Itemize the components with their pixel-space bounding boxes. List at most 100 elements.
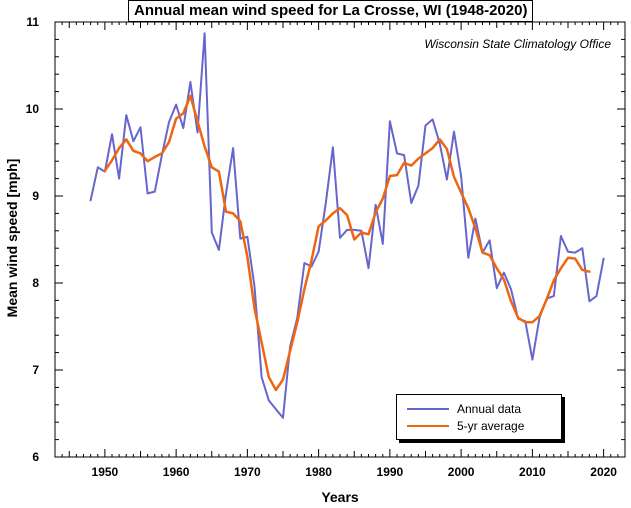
- y-tick-label: 7: [32, 363, 39, 377]
- annual-data-point: [396, 152, 399, 155]
- average-data-point: [424, 152, 427, 155]
- annual-data-point: [260, 375, 263, 378]
- y-tick-label: 6: [32, 450, 39, 464]
- annual-data-point: [217, 248, 220, 251]
- average-data-point: [168, 141, 171, 144]
- average-data-point: [417, 157, 420, 160]
- annual-data-point: [410, 201, 413, 204]
- y-tick-label: 11: [26, 15, 39, 29]
- average-data-point: [545, 298, 548, 301]
- average-data-point: [531, 321, 534, 324]
- annual-data-point: [253, 285, 256, 288]
- average-data-point: [381, 197, 384, 200]
- average-data-point: [289, 349, 292, 352]
- average-data-point: [367, 233, 370, 236]
- x-tick-label: 1950: [92, 465, 119, 479]
- average-data-point: [225, 210, 228, 213]
- annual-data-point: [274, 408, 277, 411]
- average-data-point: [431, 147, 434, 150]
- average-data-point: [260, 341, 263, 344]
- average-data-point: [296, 321, 299, 324]
- annual-data-point: [367, 267, 370, 270]
- legend-label-average: 5-yr average: [457, 419, 525, 433]
- average-data-point: [488, 254, 491, 257]
- annual-data-point: [417, 184, 420, 187]
- chart-title: Annual mean wind speed for La Crosse, WI…: [128, 0, 534, 22]
- y-tick-label: 10: [26, 102, 40, 116]
- annual-data-point: [239, 237, 242, 240]
- average-data-point: [324, 219, 327, 222]
- average-data-point: [182, 112, 185, 115]
- average-data-point: [217, 170, 220, 173]
- legend: Annual data 5-yr average: [396, 394, 562, 440]
- annual-data-point: [374, 203, 377, 206]
- average-data-point: [524, 321, 527, 324]
- legend-item-annual: Annual data: [403, 401, 555, 417]
- annual-data-point: [474, 217, 477, 220]
- annual-data-point: [495, 287, 498, 290]
- annual-data-point: [210, 231, 213, 234]
- series-line-5yr-average: [103, 94, 591, 392]
- chart-subtitle: Wisconsin State Climatology Office: [424, 37, 611, 51]
- annual-data-point: [353, 228, 356, 231]
- average-data-point: [445, 148, 448, 151]
- average-data-point: [132, 149, 135, 152]
- annual-data-point: [445, 178, 448, 181]
- average-data-point: [282, 378, 285, 381]
- average-data-point: [453, 175, 456, 178]
- average-data-point: [239, 220, 242, 223]
- average-data-point: [339, 207, 342, 210]
- annual-data-point: [89, 199, 92, 202]
- annual-data-point: [388, 120, 391, 123]
- average-data-point: [581, 268, 584, 271]
- average-data-point: [303, 288, 306, 291]
- average-data-point: [253, 307, 256, 310]
- annual-data-point: [567, 250, 570, 253]
- annual-data-point: [225, 192, 228, 195]
- annual-data-point: [203, 32, 206, 35]
- annual-data-point: [189, 81, 192, 84]
- annual-data-point: [317, 250, 320, 253]
- annual-data-point: [232, 147, 235, 150]
- average-data-point: [175, 117, 178, 120]
- annual-data-point: [581, 247, 584, 250]
- average-data-point: [331, 212, 334, 215]
- y-tick-label: 9: [32, 189, 39, 203]
- annual-data-point: [403, 154, 406, 157]
- average-data-point: [146, 160, 149, 163]
- average-data-point: [502, 278, 505, 281]
- series-line-annual: [89, 32, 605, 419]
- annual-data-point: [182, 127, 185, 130]
- y-tick-label: 8: [32, 276, 39, 290]
- average-data-point: [346, 214, 349, 217]
- annual-data-point: [146, 192, 149, 195]
- annual-data-point: [595, 295, 598, 298]
- annual-data-point: [282, 416, 285, 419]
- annual-data-point: [467, 256, 470, 259]
- average-data-point: [517, 316, 520, 319]
- annual-data-point: [246, 235, 249, 238]
- average-data-point: [410, 164, 413, 167]
- x-tick-label: 1990: [377, 465, 404, 479]
- x-tick-label: 1980: [305, 465, 332, 479]
- average-data-point: [317, 225, 320, 228]
- annual-data-point: [111, 133, 114, 136]
- legend-label-annual: Annual data: [457, 402, 522, 416]
- average-data-point: [567, 256, 570, 259]
- average-data-point: [438, 138, 441, 141]
- average-data-point: [360, 231, 363, 234]
- annual-data-point: [324, 201, 327, 204]
- average-data-point: [210, 166, 213, 169]
- annual-data-point: [175, 103, 178, 106]
- x-tick-label: 2020: [590, 465, 617, 479]
- average-data-point: [467, 207, 470, 210]
- average-data-point: [388, 174, 391, 177]
- average-data-point: [189, 94, 192, 97]
- annual-data-point: [132, 140, 135, 143]
- annual-data-point: [602, 257, 605, 260]
- average-data-point: [538, 315, 541, 318]
- annual-data-point: [196, 131, 199, 134]
- average-data-point: [588, 270, 591, 273]
- average-data-point: [552, 279, 555, 282]
- annual-data-point: [346, 228, 349, 231]
